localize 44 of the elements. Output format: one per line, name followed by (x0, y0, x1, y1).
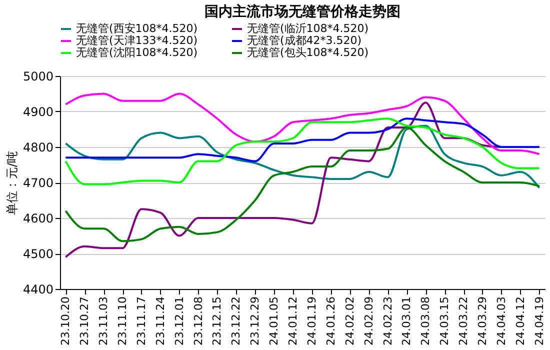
legend-label: 无缝管(包头108*4.520) (247, 46, 369, 59)
x-tick-label: 24.01.05 (268, 296, 281, 346)
x-tick-label: 23.11.17 (134, 296, 148, 346)
x-tick-label: 24.03.29 (476, 296, 489, 346)
y-tick-label: 4400 (22, 282, 54, 296)
y-tick-label: 4500 (22, 247, 54, 261)
x-tick-label: 24.04.12 (514, 296, 527, 346)
legend-label: 无缝管(天津133*4.520) (76, 34, 198, 47)
x-tick-label: 23.11.03 (97, 296, 110, 346)
x-tick-label: 24.03.08 (419, 296, 432, 346)
y-tick-label: 4600 (22, 212, 54, 226)
x-tick-label: 23.10.20 (59, 296, 72, 346)
y-tick-label: 4700 (22, 176, 54, 190)
x-tick-label: 24.04.19 (532, 296, 546, 346)
legend-label: 无缝管(西安108*4.520) (76, 22, 198, 35)
legend-label: 无缝管(沈阳108*4.520) (76, 46, 198, 59)
x-tick-label: 24.01.26 (324, 296, 338, 346)
x-tick-label: 24.02.09 (362, 296, 376, 346)
x-tick-label: 23.11.10 (116, 296, 130, 346)
y-tick-label: 4900 (22, 105, 54, 119)
line-series (64, 118, 540, 162)
legend-label: 无缝管(成都42*3.520) (247, 34, 362, 47)
line-series (64, 126, 540, 242)
x-tick-label: 24.03.01 (400, 296, 414, 346)
x-tick-label: 23.10.27 (78, 296, 92, 346)
x-tick-label: 24.01.12 (286, 296, 300, 346)
y-tick-label: 4800 (22, 140, 54, 154)
x-tick-label: 23.12.01 (172, 296, 186, 346)
x-tick-label: 23.12.15 (210, 296, 224, 346)
x-tick-label: 23.12.08 (192, 296, 205, 346)
y-axis-title: 单位：元/吨 (4, 150, 19, 216)
line-series (64, 92, 540, 156)
y-tick-label: 5000 (22, 70, 54, 84)
x-tick-label: 23.12.29 (248, 296, 262, 346)
x-tick-label: 24.03.22 (457, 296, 470, 346)
x-tick-label: 24.04.03 (494, 296, 508, 346)
x-tick-label: 23.11.24 (154, 296, 167, 346)
x-tick-label: 24.02.23 (381, 296, 394, 346)
chart-title: 国内主流市场无缝管价格走势图 (204, 3, 400, 20)
x-tick-label: 24.03.15 (438, 296, 452, 346)
legend-label: 无缝管(临沂108*4.520) (247, 22, 369, 35)
x-tick-label: 23.12.22 (230, 296, 243, 346)
x-tick-label: 24.01.19 (305, 296, 318, 346)
x-tick-label: 24.02.02 (343, 296, 356, 346)
